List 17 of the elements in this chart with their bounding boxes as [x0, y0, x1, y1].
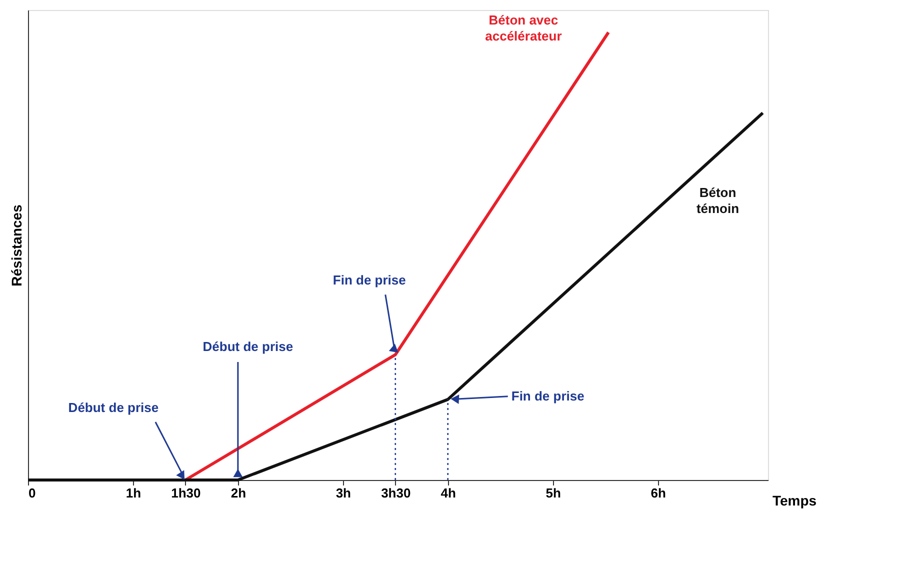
x-tick-label: 3h30 [381, 486, 411, 500]
y-axis-title: Résistances [8, 204, 24, 286]
x-tick-label: 3h [336, 486, 352, 500]
annotation: Fin de prise [511, 388, 584, 404]
annotation: Fin de prise [332, 272, 406, 288]
x-tick-label: 5h [546, 486, 561, 500]
x-tick-label: 1h [126, 486, 142, 500]
series-label: Béton témoin [696, 184, 740, 216]
annotation: Début de prise [202, 339, 294, 354]
annotation: Début de prise [68, 400, 159, 415]
x-axis-title: Temps [772, 492, 817, 508]
text: Béton avec accélérateur [485, 12, 562, 44]
x-tick-label: 1h30 [171, 486, 201, 500]
x-tick-label: 4h [440, 486, 456, 500]
x-tick-label: 2h [230, 486, 246, 500]
x-tick-label: 6h [650, 486, 666, 500]
x-tick-label: 0 [28, 486, 36, 500]
